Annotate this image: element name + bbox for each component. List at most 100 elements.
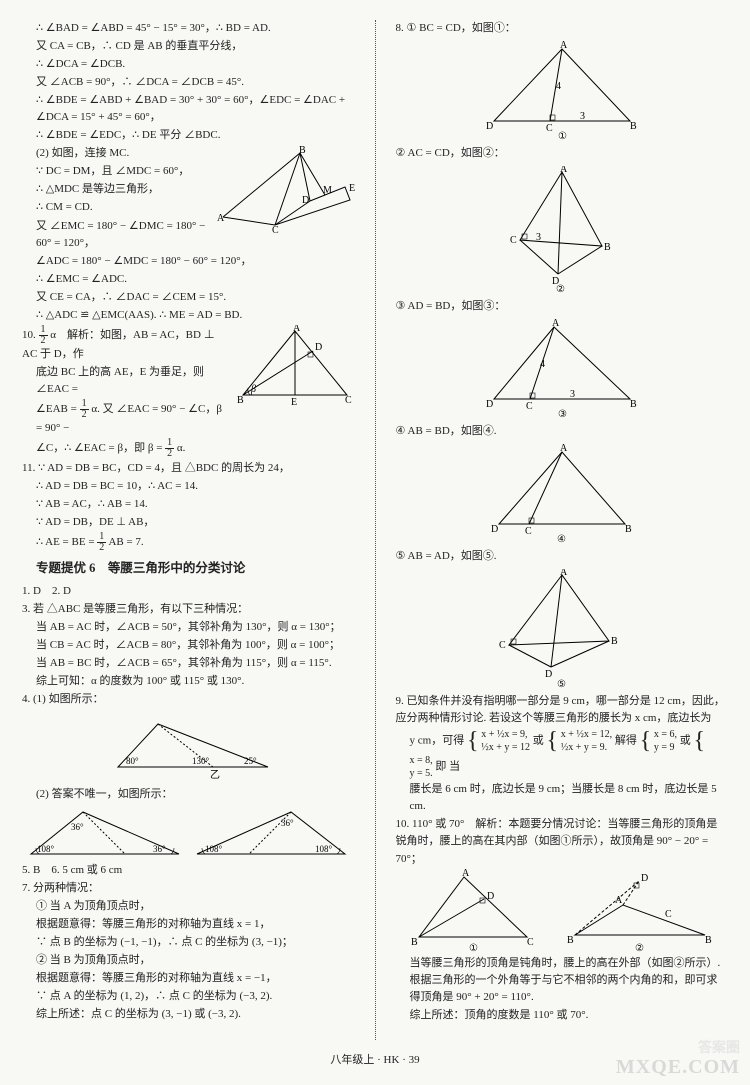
svg-text:D: D — [486, 399, 493, 410]
svg-text:25°: 25° — [244, 756, 257, 766]
svg-text:A: A — [560, 166, 568, 175]
text-line: ∵ AD = DB，DE ⊥ AB， — [22, 514, 355, 531]
svg-text:B: B — [630, 121, 637, 132]
svg-text:36°: 36° — [153, 844, 166, 854]
eq: y = 9 — [654, 742, 675, 753]
q10-block: A B C D E β 10. 12 α 解析：如图，AB = AC，BD ⊥ … — [22, 325, 355, 460]
section-title: 专题提优 6 等腰三角形中的分类讨论 — [36, 559, 355, 578]
svg-text:3: 3 — [536, 232, 541, 243]
fraction: 12 — [39, 325, 48, 346]
svg-text:A: A — [560, 569, 568, 578]
svg-text:B: B — [411, 937, 418, 948]
svg-text:⑤: ⑤ — [557, 679, 566, 689]
text-line: ∠C，∴ ∠EAC = β，即 β = 12 α. — [22, 438, 355, 459]
text-line: ∴ AE = BE = 12 AB = 7. — [22, 532, 355, 553]
svg-text:①: ① — [558, 131, 567, 141]
page-columns: ∴ ∠BAD = ∠ABD = 45° − 15° = 30°，∴ BD = A… — [22, 20, 728, 1040]
text-line: 8. ① BC = CD，如图①： — [396, 20, 729, 37]
svg-text:108°: 108° — [37, 844, 55, 854]
svg-text:D: D — [315, 342, 322, 353]
figure-10-1: A B C D ① — [409, 869, 539, 955]
svg-text:A: A — [217, 213, 225, 224]
text-line: 又 CA = CB，∴ CD 是 AB 的垂直平分线， — [22, 38, 355, 55]
svg-text:C: C — [665, 909, 672, 920]
text-line: ∴ ∠BDE = ∠ABD + ∠BAD = 30° + 30° = 60°，∠… — [22, 92, 355, 126]
eq: x + ½x = 9, — [481, 729, 527, 740]
figure-q10: A B C D E β — [235, 325, 355, 407]
svg-text:B: B — [611, 636, 618, 647]
svg-text:108°: 108° — [205, 844, 223, 854]
figure-8-4: A B C D ④ — [487, 444, 637, 544]
text: 或 — [533, 735, 544, 747]
text-line: ∴ ∠EMC = ∠ADC. — [22, 271, 355, 288]
watermark-sub: 答案圈 — [698, 1037, 740, 1057]
svg-text:C: C — [510, 235, 517, 246]
svg-text:E: E — [349, 183, 355, 194]
eq: x = 8, — [410, 755, 433, 766]
svg-text:D: D — [545, 669, 552, 680]
brace-icon: { — [694, 734, 706, 748]
svg-text:C: C — [499, 640, 506, 651]
text: α. — [177, 442, 186, 454]
svg-text:D: D — [302, 195, 309, 206]
text-line: 综上可知：α 的度数为 100° 或 115° 或 130°. — [22, 673, 355, 690]
brace-icon: { — [547, 734, 559, 748]
svg-text:②: ② — [556, 284, 565, 294]
svg-text:③: ③ — [558, 409, 567, 419]
text-line: ② AC = CD，如图②： — [396, 145, 729, 162]
figure-8-5: A B C D ⑤ — [497, 569, 627, 689]
figure-8-3: A B C D 4 3 ③ — [482, 319, 642, 419]
eq: x = 6, — [654, 729, 677, 740]
svg-text:4: 4 — [556, 81, 561, 92]
figure-triangle-mdc: B A C D M E — [215, 145, 355, 233]
text: ∠C，∴ ∠EAC = β，即 β = — [36, 442, 165, 454]
svg-text:②: ② — [635, 943, 644, 954]
eq: x + ½x = 12, — [561, 729, 612, 740]
text-line: ③ AD = BD，如图③： — [396, 298, 729, 315]
svg-text:B: B — [630, 399, 637, 410]
text-line: ∴ △ADC ≌ △EMC(AAS). ∴ ME = AD = BD. — [22, 307, 355, 324]
figure-4-2a: 36° 108° 36° — [25, 804, 185, 862]
text: AB = 7. — [108, 536, 143, 548]
svg-text:B: B — [237, 395, 244, 406]
text-line: ∴ ∠BAD = ∠ABD = 45° − 15° = 30°，∴ BD = A… — [22, 20, 355, 37]
text: 即 当 — [435, 761, 460, 773]
svg-text:D: D — [486, 121, 493, 132]
text-line: 根据题意得：等腰三角形的对称轴为直线 x = 1， — [22, 916, 355, 933]
text-line: 当等腰三角形的顶角是钝角时，腰上的高在外部（如图②所示）. 根据三角形的一个外角… — [396, 955, 729, 1006]
text-line: (2) 答案不唯一，如图所示： — [22, 786, 355, 803]
text-line: 10. 110° 或 70° 解析：本题要分情况讨论：当等腰三角形的顶角是锐角时… — [396, 816, 729, 867]
figure-4-1: 80° 130° 25° 乙 — [98, 712, 278, 782]
figure-10-row: A B C D ① A B C D B ② — [396, 869, 729, 955]
text-line: 又 CE = CA，∴ ∠DAC = ∠CEM = 15°. — [22, 289, 355, 306]
svg-text:E: E — [291, 397, 297, 407]
text-line: ∴ ∠DCA = ∠DCB. — [22, 56, 355, 73]
svg-text:D: D — [641, 873, 648, 884]
fraction: 12 — [80, 399, 89, 420]
column-divider — [375, 20, 376, 1040]
eq: ½x + y = 9. — [561, 742, 607, 753]
text-line: 4. (1) 如图所示： — [22, 691, 355, 708]
figure-4-2b: 36° 108° 108° — [191, 804, 351, 862]
svg-text:M: M — [323, 185, 332, 196]
svg-text:B: B — [299, 145, 306, 156]
text-line: ∵ 点 A 的坐标为 (1, 2)，∴ 点 C 的坐标为 (−3, 2). — [22, 988, 355, 1005]
text-line: 又 ∠ACB = 90°，∴ ∠DCA = ∠DCB = 45°. — [22, 74, 355, 91]
text-line: 当 CB = AC 时，∠ACB = 80°，其邻补角为 100°，则 α = … — [22, 637, 355, 654]
eq-group: x = 6, y = 9 — [654, 728, 677, 754]
watermark-main: MXQE.COM — [616, 1056, 740, 1079]
figure-10-2: A B C D B ② — [565, 869, 715, 955]
text-line: 11. ∵ AD = DB = BC，CD = 4，且 △BDC 的周长为 24… — [22, 460, 355, 477]
svg-text:B: B — [604, 242, 611, 253]
text-line: 综上所述：顶角的度数是 110° 或 70°. — [396, 1007, 729, 1024]
svg-text:β: β — [250, 384, 256, 395]
eq: ½x + y = 12 — [481, 742, 530, 753]
svg-text:B: B — [567, 935, 574, 946]
text-line: 当 AB = AC 时，∠ACB = 50°，其邻补角为 130°，则 α = … — [22, 619, 355, 636]
text: 或 — [680, 735, 691, 747]
svg-text:C: C — [526, 401, 533, 412]
text-line: ∵ AB = AC，∴ AB = 14. — [22, 496, 355, 513]
equation-line: y cm，可得 { x + ½x = 9, ½x + y = 12 或 { x … — [396, 728, 729, 780]
text-line: ∠ADC = 180° − ∠MDC = 180° − 60° = 120°， — [22, 253, 355, 270]
text-line: ④ AB = BD，如图④. — [396, 423, 729, 440]
